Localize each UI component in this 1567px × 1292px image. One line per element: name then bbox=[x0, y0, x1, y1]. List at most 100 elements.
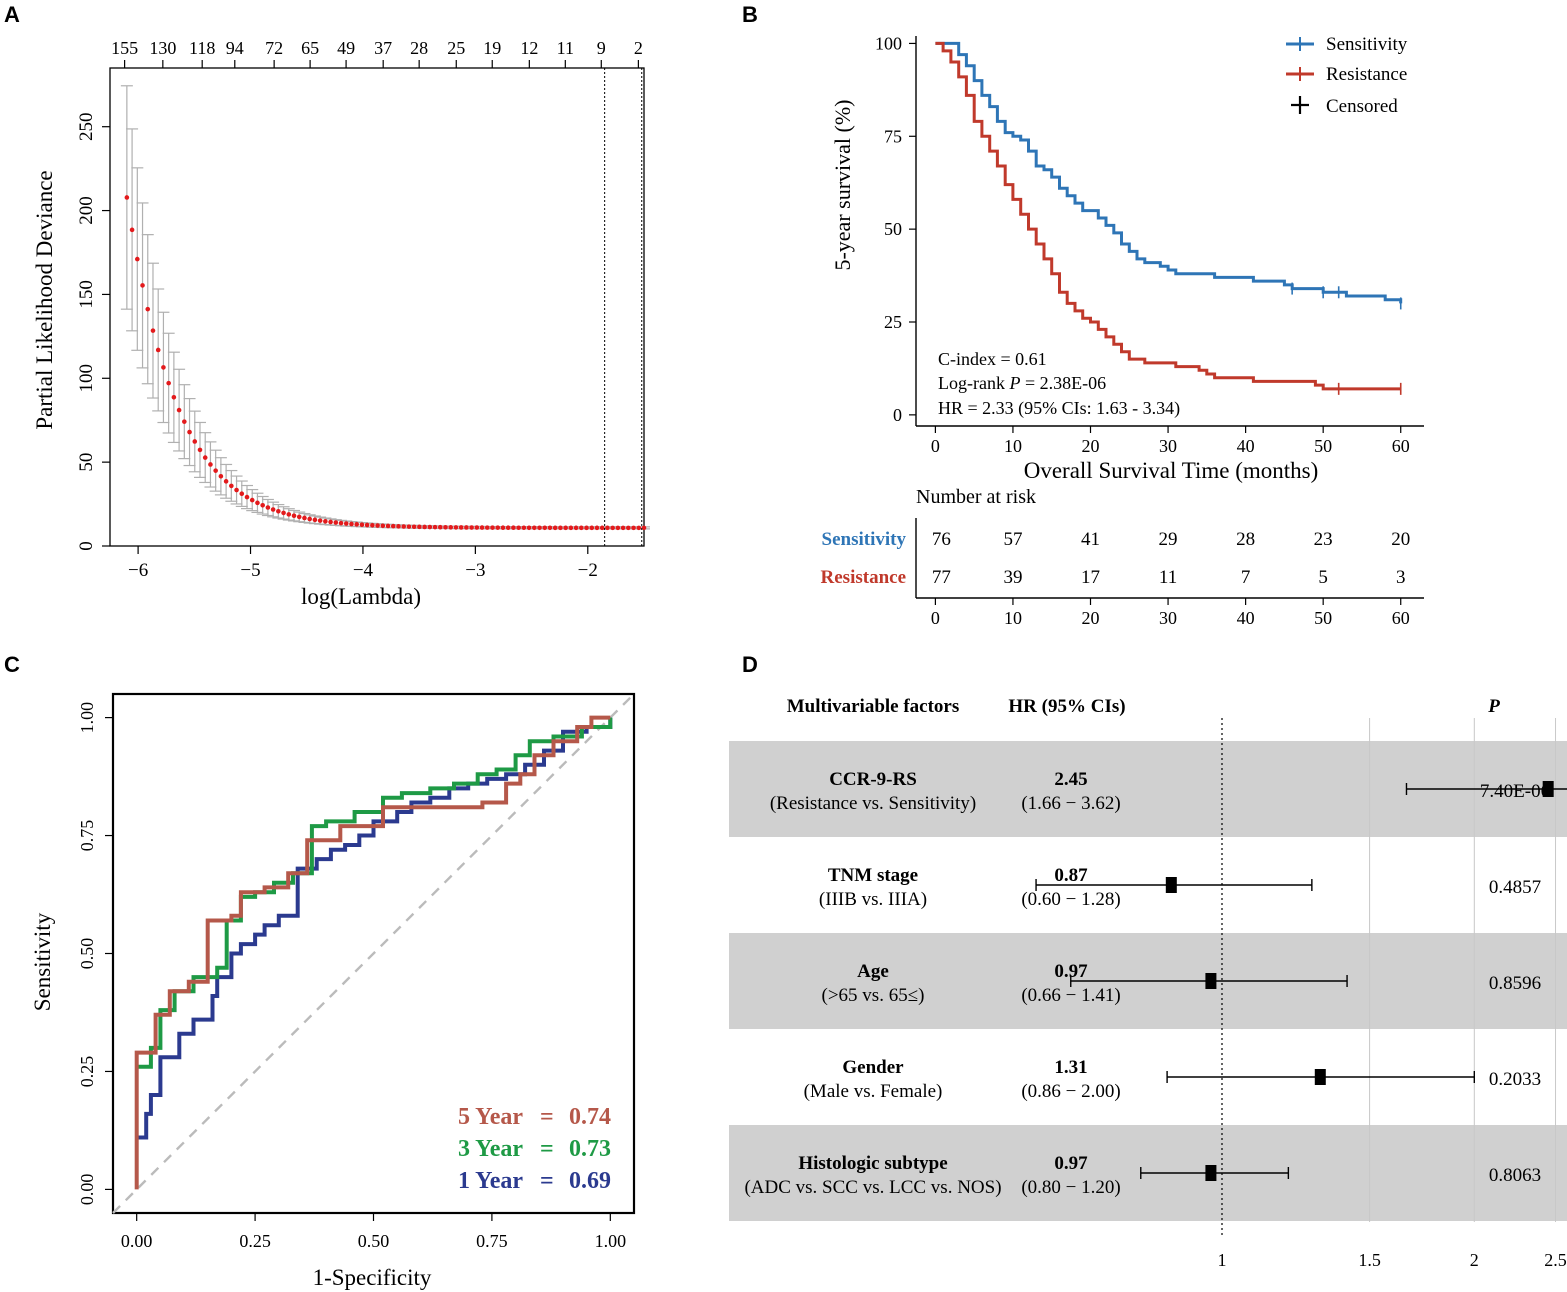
chance-diagonal bbox=[112, 693, 635, 1214]
data-point bbox=[343, 521, 349, 526]
panel-b-logrank: Log-rank P = 2.38E-06 bbox=[938, 373, 1106, 393]
roc-curve-3-year bbox=[136, 717, 613, 1069]
data-point bbox=[155, 347, 161, 353]
forest-estimate-marker bbox=[1205, 1165, 1217, 1181]
forest-header-factor: Multivariable factors bbox=[787, 696, 960, 717]
data-point bbox=[526, 525, 532, 531]
risk-value: 23 bbox=[1314, 529, 1333, 550]
risk-value: 11 bbox=[1159, 567, 1177, 588]
data-point bbox=[500, 525, 506, 530]
y-tick-label: 0.00 bbox=[77, 1174, 97, 1206]
risk-x-tick-label: 60 bbox=[1392, 608, 1410, 628]
data-point bbox=[511, 525, 516, 531]
data-point bbox=[573, 525, 579, 531]
data-point bbox=[385, 523, 391, 529]
forest-x-tick-label: 1.5 bbox=[1358, 1250, 1381, 1270]
data-point bbox=[140, 283, 145, 288]
forest-factor-name: Age bbox=[857, 961, 889, 982]
forest-factor-name: Histologic subtype bbox=[798, 1153, 947, 1174]
panel-label-b: B bbox=[742, 2, 758, 27]
x-tick-label: 40 bbox=[1237, 436, 1255, 456]
forest-hr-value: 0.97 bbox=[1054, 961, 1088, 982]
y-tick-label: 1.00 bbox=[77, 702, 97, 734]
forest-factor-contrast: (>65 vs. 65≤) bbox=[822, 985, 925, 1006]
data-point bbox=[359, 522, 365, 528]
y-tick-label: 0.50 bbox=[77, 938, 97, 970]
risk-x-tick-label: 20 bbox=[1082, 608, 1100, 628]
data-point bbox=[505, 525, 511, 531]
risk-table-title: Number at risk bbox=[916, 486, 1036, 508]
y-tick-label: 0 bbox=[76, 541, 97, 551]
data-point bbox=[354, 522, 360, 527]
data-point bbox=[636, 525, 642, 531]
forest-hr-value: 2.45 bbox=[1054, 769, 1087, 790]
x-tick-label: −2 bbox=[578, 560, 598, 581]
data-point bbox=[626, 525, 631, 531]
forest-p-value: 7.40E-06 bbox=[1480, 781, 1550, 802]
forest-hr-value: 1.31 bbox=[1054, 1057, 1087, 1078]
y-tick-label: 0.75 bbox=[77, 820, 97, 852]
top-tick-label: 25 bbox=[447, 38, 465, 58]
panel-c-roc-curves bbox=[134, 715, 613, 1190]
risk-x-tick-label: 10 bbox=[1004, 608, 1022, 628]
data-point bbox=[145, 306, 151, 312]
panel-a-points bbox=[124, 195, 647, 531]
risk-row-label: Resistance bbox=[821, 567, 906, 588]
data-point bbox=[296, 514, 302, 520]
data-point bbox=[234, 487, 239, 493]
legend-3-year-eq: = bbox=[540, 1136, 554, 1162]
data-point bbox=[150, 328, 156, 333]
panel-c-legend: 5 Year = 0.74 3 Year = 0.73 1 Year = 0.6… bbox=[458, 1104, 611, 1194]
data-point bbox=[464, 525, 469, 530]
y-tick-label: 100 bbox=[875, 33, 902, 53]
y-tick-label: 50 bbox=[884, 219, 902, 239]
data-point bbox=[276, 508, 281, 514]
forest-ci-value: (0.66 − 1.41) bbox=[1021, 985, 1120, 1006]
logrank-prefix: Log-rank bbox=[938, 373, 1009, 393]
forest-grid bbox=[1221, 718, 1557, 1238]
forest-ci-value: (0.60 − 1.28) bbox=[1021, 889, 1120, 910]
data-point bbox=[171, 395, 177, 400]
risk-x-tick-label: 30 bbox=[1159, 608, 1177, 628]
data-point bbox=[286, 512, 292, 517]
data-point bbox=[516, 525, 521, 531]
top-tick-label: 37 bbox=[374, 38, 392, 58]
data-point bbox=[265, 505, 271, 510]
x-tick-label: 0.50 bbox=[358, 1231, 390, 1251]
panel-c-x-label: 1-Specificity bbox=[313, 1265, 432, 1290]
x-tick-label: 0.25 bbox=[239, 1231, 271, 1251]
panel-b-y-label: 5-year survival (%) bbox=[830, 99, 855, 270]
data-point bbox=[166, 380, 171, 386]
top-tick-label: 19 bbox=[483, 38, 501, 58]
top-tick-label: 155 bbox=[111, 38, 138, 58]
data-point bbox=[182, 419, 187, 424]
forest-factor-contrast: (Resistance vs. Sensitivity) bbox=[770, 793, 976, 814]
panel-a-x-axis: −6 −5 −4 −3 −2 bbox=[128, 546, 598, 581]
top-tick-label: 118 bbox=[189, 38, 215, 58]
data-point bbox=[484, 525, 490, 530]
legend-1-year-eq: = bbox=[540, 1168, 554, 1194]
data-point bbox=[443, 524, 448, 530]
legend-5-year-value: 0.74 bbox=[569, 1104, 611, 1130]
data-point bbox=[124, 195, 130, 200]
top-tick-label: 12 bbox=[520, 38, 538, 58]
risk-value: 20 bbox=[1391, 529, 1410, 550]
y-tick-label: 100 bbox=[76, 364, 97, 393]
risk-value: 76 bbox=[932, 529, 951, 550]
data-point bbox=[579, 525, 584, 531]
data-point bbox=[380, 523, 386, 529]
top-tick-label: 65 bbox=[301, 38, 319, 58]
risk-x-tick-label: 50 bbox=[1314, 608, 1332, 628]
data-point bbox=[239, 491, 245, 497]
forest-hr-value: 0.87 bbox=[1054, 865, 1088, 886]
data-point bbox=[589, 525, 595, 531]
data-point bbox=[187, 429, 192, 435]
data-point bbox=[396, 524, 401, 529]
data-point bbox=[558, 525, 563, 531]
forest-hr-value: 0.97 bbox=[1054, 1153, 1088, 1174]
x-tick-label: 60 bbox=[1392, 436, 1410, 456]
x-tick-label: 0.00 bbox=[121, 1231, 153, 1251]
data-point bbox=[641, 525, 647, 531]
